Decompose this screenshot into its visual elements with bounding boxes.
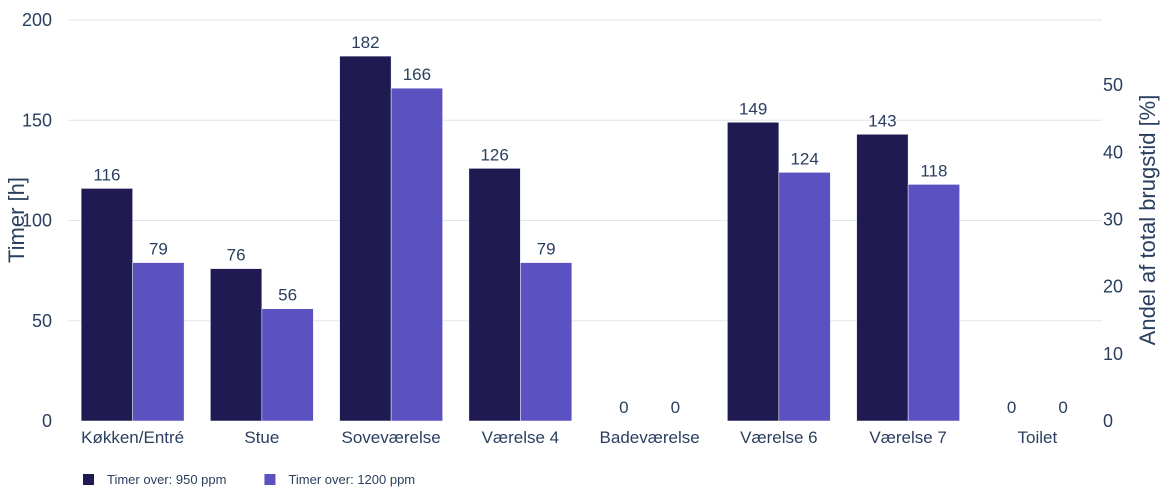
data-label: 0	[1007, 398, 1016, 417]
x-tick-label: Toilet	[1018, 428, 1058, 447]
bar-series1	[80, 188, 133, 422]
bars	[80, 55, 960, 422]
data-label: 182	[351, 33, 379, 52]
bar-series2	[778, 172, 831, 422]
bar-series2	[907, 184, 960, 422]
data-label: 0	[619, 398, 628, 417]
y2-axis-title: Andel af total brugstid [%]	[1135, 95, 1160, 346]
data-label: 0	[1058, 398, 1067, 417]
data-label: 0	[671, 398, 680, 417]
bar-series1	[339, 55, 392, 422]
y-axis-ticks: 0 50 100 150 200	[22, 10, 52, 431]
data-label: 116	[93, 165, 120, 184]
bar-series2	[261, 308, 314, 422]
data-label: 76	[227, 246, 246, 265]
y2-axis-ticks: 0 10 20 30 40 50	[1103, 75, 1123, 431]
bar-series1	[856, 134, 909, 422]
data-labels: 116 79 76 56 182 166 126 79 0 0 149 124 143 118 0 0	[93, 33, 1068, 417]
y2-tick-label: 20	[1103, 277, 1123, 297]
x-tick-label: Værelse 4	[482, 428, 559, 447]
legend-label: Timer over: 1200 ppm	[288, 472, 415, 487]
y-axis-title: Timer [h]	[4, 177, 29, 263]
bar-series1	[468, 168, 521, 422]
x-tick-label: Værelse 6	[740, 428, 817, 447]
data-label: 166	[403, 65, 431, 84]
bar-series1	[727, 122, 780, 422]
x-tick-label: Soveværelse	[342, 428, 441, 447]
data-label: 149	[739, 99, 767, 118]
bar-series2	[390, 87, 443, 422]
legend-label: Timer over: 950 ppm	[107, 472, 226, 487]
data-label: 143	[868, 111, 896, 130]
x-tick-label: Badeværelse	[600, 428, 700, 447]
bar-series2	[520, 262, 573, 422]
legend-swatch	[83, 474, 94, 485]
bar-series2	[132, 262, 185, 422]
x-tick-label: Værelse 7	[869, 428, 946, 447]
y-tick-label: 150	[22, 110, 52, 130]
data-label: 126	[480, 145, 508, 164]
y2-tick-label: 0	[1103, 411, 1113, 431]
y2-tick-label: 10	[1103, 344, 1123, 364]
data-label: 124	[790, 149, 818, 168]
x-tick-label: Køkken/Entré	[81, 428, 184, 447]
y2-tick-label: 30	[1103, 209, 1123, 229]
y-tick-label: 50	[32, 311, 52, 331]
data-label: 56	[278, 286, 297, 305]
y-tick-label: 100	[22, 211, 52, 231]
bar-series1	[210, 268, 263, 422]
y2-tick-label: 40	[1103, 142, 1123, 162]
legend: Timer over: 950 ppm Timer over: 1200 ppm	[83, 472, 415, 487]
data-label: 79	[149, 240, 168, 259]
y-tick-label: 200	[22, 10, 52, 30]
y-tick-label: 0	[42, 411, 52, 431]
y2-tick-label: 50	[1103, 75, 1123, 95]
x-tick-label: Stue	[244, 428, 279, 447]
legend-swatch	[264, 474, 276, 485]
data-label: 79	[537, 240, 556, 259]
data-label: 118	[920, 161, 947, 180]
x-axis-ticks: Køkken/Entré Stue Soveværelse Værelse 4 Bade…	[81, 428, 1057, 447]
